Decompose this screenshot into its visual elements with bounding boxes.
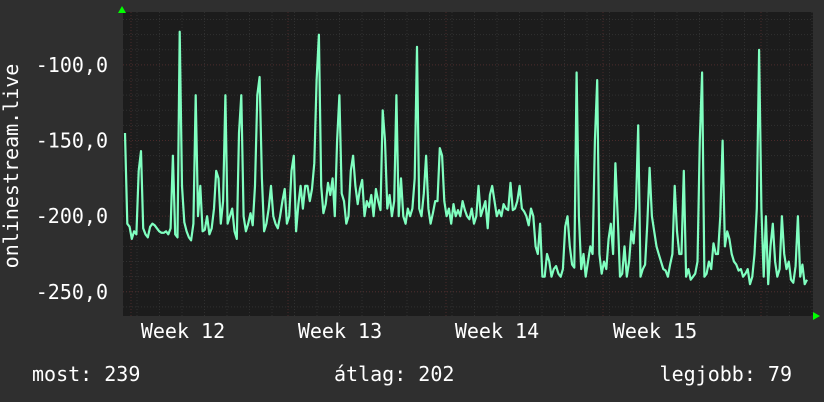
y-tick-label: -200,0 bbox=[36, 204, 108, 228]
x-tick-label: Week 12 bbox=[141, 319, 225, 343]
tick-labels: -100,0 -150,0 -200,0 -250,0 Week 12 Week 13 We… bbox=[36, 53, 697, 343]
x-tick-label: Week 15 bbox=[613, 319, 697, 343]
y-tick-label: -100,0 bbox=[36, 53, 108, 77]
x-tick-label: Week 14 bbox=[455, 319, 539, 343]
series-line bbox=[123, 30, 808, 286]
stat-current: most: 239 bbox=[32, 362, 141, 386]
y-tick-label: -150,0 bbox=[36, 129, 108, 153]
y-axis-label: onlinestream.live bbox=[0, 64, 23, 269]
chart: -100,0 -150,0 -200,0 -250,0 Week 12 Week 13 We… bbox=[0, 6, 820, 343]
x-axis-arrow bbox=[813, 312, 820, 320]
y-tick-label: -250,0 bbox=[36, 280, 108, 304]
stat-average: átlag: 202 bbox=[334, 362, 455, 386]
stat-best: legjobb: 79 bbox=[659, 362, 792, 386]
grid bbox=[123, 12, 813, 316]
x-tick-label: Week 13 bbox=[298, 319, 382, 343]
y-axis-arrow bbox=[118, 6, 126, 13]
